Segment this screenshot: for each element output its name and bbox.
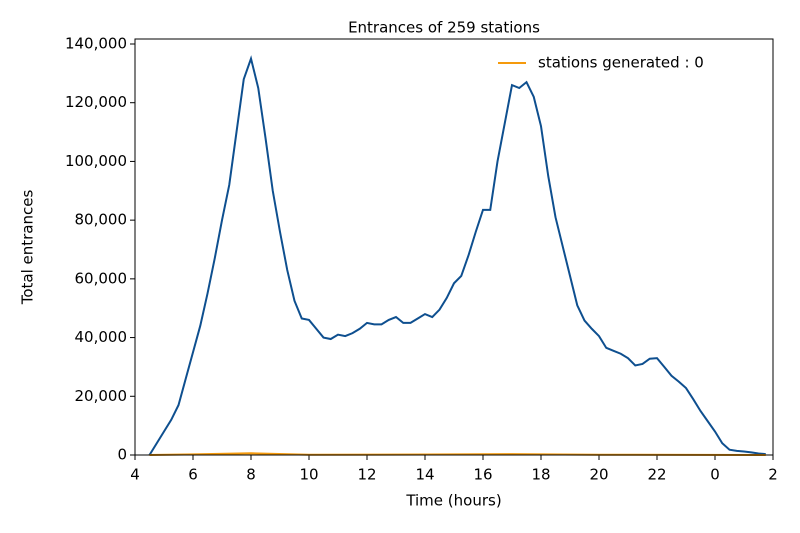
y-axis-label: Total entrances	[19, 190, 37, 306]
x-tick-label: 12	[357, 466, 376, 484]
y-tick-label: 0	[117, 446, 127, 464]
x-tick-label: 14	[415, 466, 434, 484]
y-tick-label: 80,000	[75, 211, 128, 229]
legend-label: stations generated : 0	[538, 54, 704, 72]
x-tick-label: 6	[188, 466, 198, 484]
y-tick-label: 60,000	[75, 269, 128, 287]
y-tick-label: 140,000	[65, 34, 127, 52]
y-tick-label: 120,000	[65, 93, 127, 111]
y-tick-label: 20,000	[75, 387, 128, 405]
x-axis-label: Time (hours)	[405, 492, 501, 510]
x-tick-label: 2	[768, 466, 778, 484]
y-tick-label: 100,000	[65, 152, 127, 170]
x-tick-label: 8	[246, 466, 256, 484]
x-tick-label: 0	[710, 466, 720, 484]
chart-title: Entrances of 259 stations	[348, 19, 540, 37]
x-tick-label: 10	[299, 466, 318, 484]
x-tick-label: 4	[130, 466, 140, 484]
x-tick-label: 18	[531, 466, 550, 484]
x-tick-label: 20	[589, 466, 608, 484]
data-line	[148, 55, 766, 456]
plot-frame	[134, 38, 774, 456]
x-tick-label: 22	[647, 466, 666, 484]
x-tick-label: 16	[473, 466, 492, 484]
y-tick-label: 40,000	[75, 328, 128, 346]
